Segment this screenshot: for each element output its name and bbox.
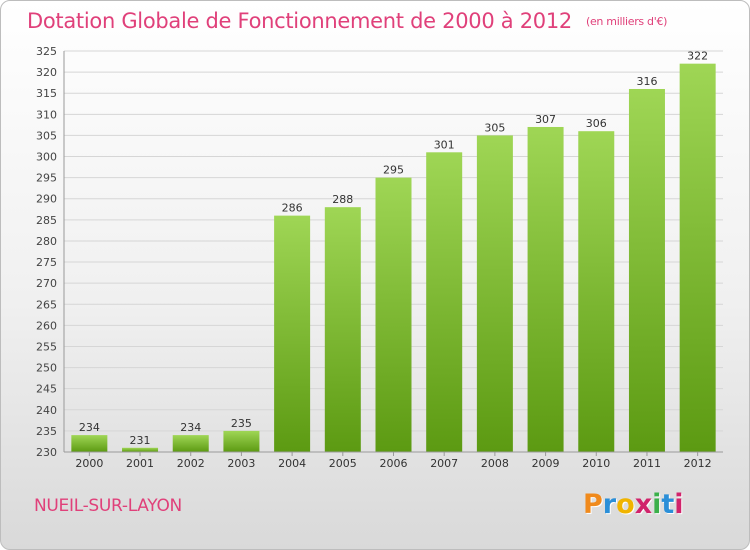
x-tick-label: 2005	[329, 457, 357, 470]
y-tick-label: 240	[36, 404, 57, 417]
logo-letter: i	[652, 489, 662, 520]
data-label: 235	[231, 417, 252, 430]
x-tick-label: 2008	[481, 457, 509, 470]
title-text: Dotation Globale de Fonctionnement de 20…	[27, 9, 572, 33]
logo-letter: x	[634, 489, 653, 520]
bar-2009	[527, 126, 564, 453]
data-label: 316	[636, 75, 657, 88]
bar-2003	[223, 430, 260, 452]
labels: 230 235 240 245 250 255 260 265 270 275 280 285 290 2…	[36, 45, 712, 470]
logo-letter: i	[674, 489, 684, 520]
data-label: 295	[383, 164, 404, 177]
proxiti-logo: Proxiti	[583, 489, 684, 520]
data-label: 234	[180, 421, 201, 434]
bar-2008	[476, 135, 513, 452]
data-label: 305	[484, 121, 505, 134]
y-tick-label: 250	[36, 362, 57, 375]
y-tick-label: 290	[36, 193, 57, 206]
axes	[63, 51, 723, 456]
data-label: 288	[332, 193, 353, 206]
logo-letter: P	[583, 489, 603, 520]
y-tick-label: 255	[36, 340, 57, 353]
x-tick-label: 2011	[633, 457, 661, 470]
y-tick-label: 315	[36, 87, 57, 100]
data-label: 234	[79, 421, 100, 434]
y-tick-label: 235	[36, 425, 57, 438]
x-tick-label: 2004	[278, 457, 306, 470]
x-tick-label: 2001	[126, 457, 154, 470]
y-tick-label: 320	[36, 66, 57, 79]
bar-2010	[578, 131, 615, 452]
bar-2002	[172, 435, 209, 452]
y-tick-label: 305	[36, 129, 57, 142]
data-label: 231	[130, 434, 151, 447]
y-tick-label: 265	[36, 298, 57, 311]
x-tick-label: 2000	[75, 457, 103, 470]
bars	[71, 63, 716, 453]
bar-2005	[324, 207, 361, 452]
y-tick-label: 295	[36, 172, 57, 185]
bar-2006	[375, 177, 412, 452]
x-tick-label: 2012	[684, 457, 712, 470]
logo-letter: t	[661, 489, 675, 520]
logo-letter: o	[616, 489, 635, 520]
bar-2000	[71, 435, 108, 452]
y-tick-label: 310	[36, 108, 57, 121]
bar-2007	[426, 152, 463, 452]
x-tick-label: 2009	[532, 457, 560, 470]
commune-name: NUEIL-SUR-LAYON	[34, 496, 182, 516]
bar-2011	[628, 88, 665, 452]
y-tick-label: 300	[36, 151, 57, 164]
y-tick-label: 285	[36, 214, 57, 227]
y-tick-label: 270	[36, 277, 57, 290]
x-tick-label: 2007	[430, 457, 458, 470]
data-label: 301	[434, 138, 455, 151]
y-tick-label: 325	[36, 45, 57, 58]
unit-note: (en milliers d'€)	[585, 15, 668, 28]
logo-letter: r	[602, 489, 617, 520]
data-label: 306	[586, 117, 607, 130]
data-label: 286	[282, 202, 303, 215]
bar-2012	[679, 63, 716, 453]
x-tick-label: 2003	[227, 457, 255, 470]
data-label: 322	[687, 50, 708, 63]
y-tick-label: 275	[36, 256, 57, 269]
chart-title: Dotation Globale de Fonctionnement de 20…	[27, 9, 667, 33]
y-tick-label: 260	[36, 319, 57, 332]
data-label: 307	[535, 113, 556, 126]
y-tick-label: 230	[36, 446, 57, 459]
y-tick-label: 280	[36, 235, 57, 248]
x-tick-label: 2002	[177, 457, 205, 470]
bar-2001	[122, 447, 159, 452]
x-tick-label: 2010	[582, 457, 610, 470]
bar-2004	[274, 215, 311, 452]
x-tick-label: 2006	[380, 457, 408, 470]
y-tick-label: 245	[36, 383, 57, 396]
